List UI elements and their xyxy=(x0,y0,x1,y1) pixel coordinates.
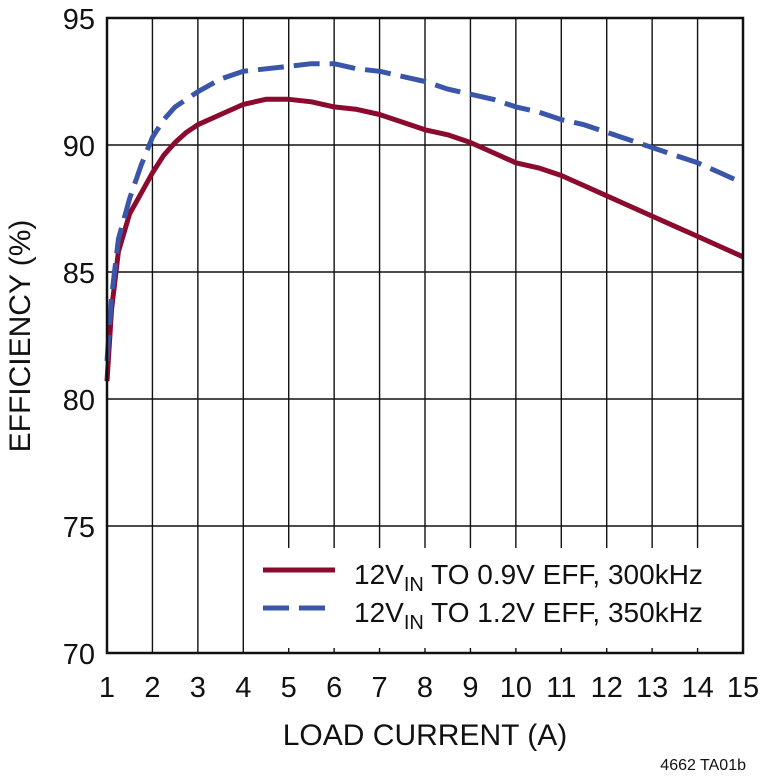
x-tick-14: 14 xyxy=(681,672,713,704)
legend-label-0-sub: IN xyxy=(404,574,424,596)
x-tick-2: 2 xyxy=(144,672,160,704)
legend-label-0-rest: TO 0.9V EFF, 300kHz xyxy=(424,559,703,590)
y-tick-85: 85 xyxy=(63,258,95,290)
x-tick-7: 7 xyxy=(372,672,388,704)
legend-label-1: 12VIN TO 1.2V EFF, 350kHz xyxy=(354,597,703,634)
series-line-0 xyxy=(104,96,745,382)
legend-background xyxy=(252,548,740,648)
plot-frame xyxy=(105,16,745,655)
series-line-1 xyxy=(104,61,745,362)
legend-label-0: 12VIN TO 0.9V EFF, 300kHz xyxy=(354,559,703,596)
y-tick-70: 70 xyxy=(63,639,95,671)
x-tick-10: 10 xyxy=(500,672,532,704)
series-layer xyxy=(104,61,745,382)
y-tick-95: 95 xyxy=(63,4,95,36)
y-tick-80: 80 xyxy=(63,385,95,417)
legend-label-1-rest: TO 1.2V EFF, 350kHz xyxy=(424,597,703,628)
y-axis-title: EFFICIENCY (%) xyxy=(4,220,37,453)
legend: 12VIN TO 0.9V EFF, 300kHz 12VIN TO 1.2V … xyxy=(252,548,740,648)
x-tick-5: 5 xyxy=(281,672,297,704)
y-tick-75: 75 xyxy=(63,512,95,544)
x-tick-15: 15 xyxy=(727,672,759,704)
x-tick-labels: 1 2 3 4 5 6 7 8 9 10 11 12 13 14 15 xyxy=(99,672,759,704)
x-tick-3: 3 xyxy=(190,672,206,704)
y-tick-labels: 70 75 80 85 90 95 xyxy=(63,4,95,671)
x-tick-11: 11 xyxy=(546,672,576,704)
figure-code: 4662 TA01b xyxy=(660,757,746,774)
legend-label-1-main: 12V xyxy=(354,597,404,628)
legend-label-0-main: 12V xyxy=(354,559,404,590)
x-tick-6: 6 xyxy=(326,672,342,704)
x-tick-8: 8 xyxy=(417,672,433,704)
x-tick-4: 4 xyxy=(235,672,251,704)
x-tick-1: 1 xyxy=(99,672,115,704)
grid-lines xyxy=(106,17,744,654)
x-tick-12: 12 xyxy=(591,672,623,704)
x-tick-13: 13 xyxy=(636,672,668,704)
x-axis-title: LOAD CURRENT (A) xyxy=(283,719,567,752)
legend-label-1-sub: IN xyxy=(404,612,424,634)
y-tick-90: 90 xyxy=(63,131,95,163)
x-tick-9: 9 xyxy=(462,672,478,704)
